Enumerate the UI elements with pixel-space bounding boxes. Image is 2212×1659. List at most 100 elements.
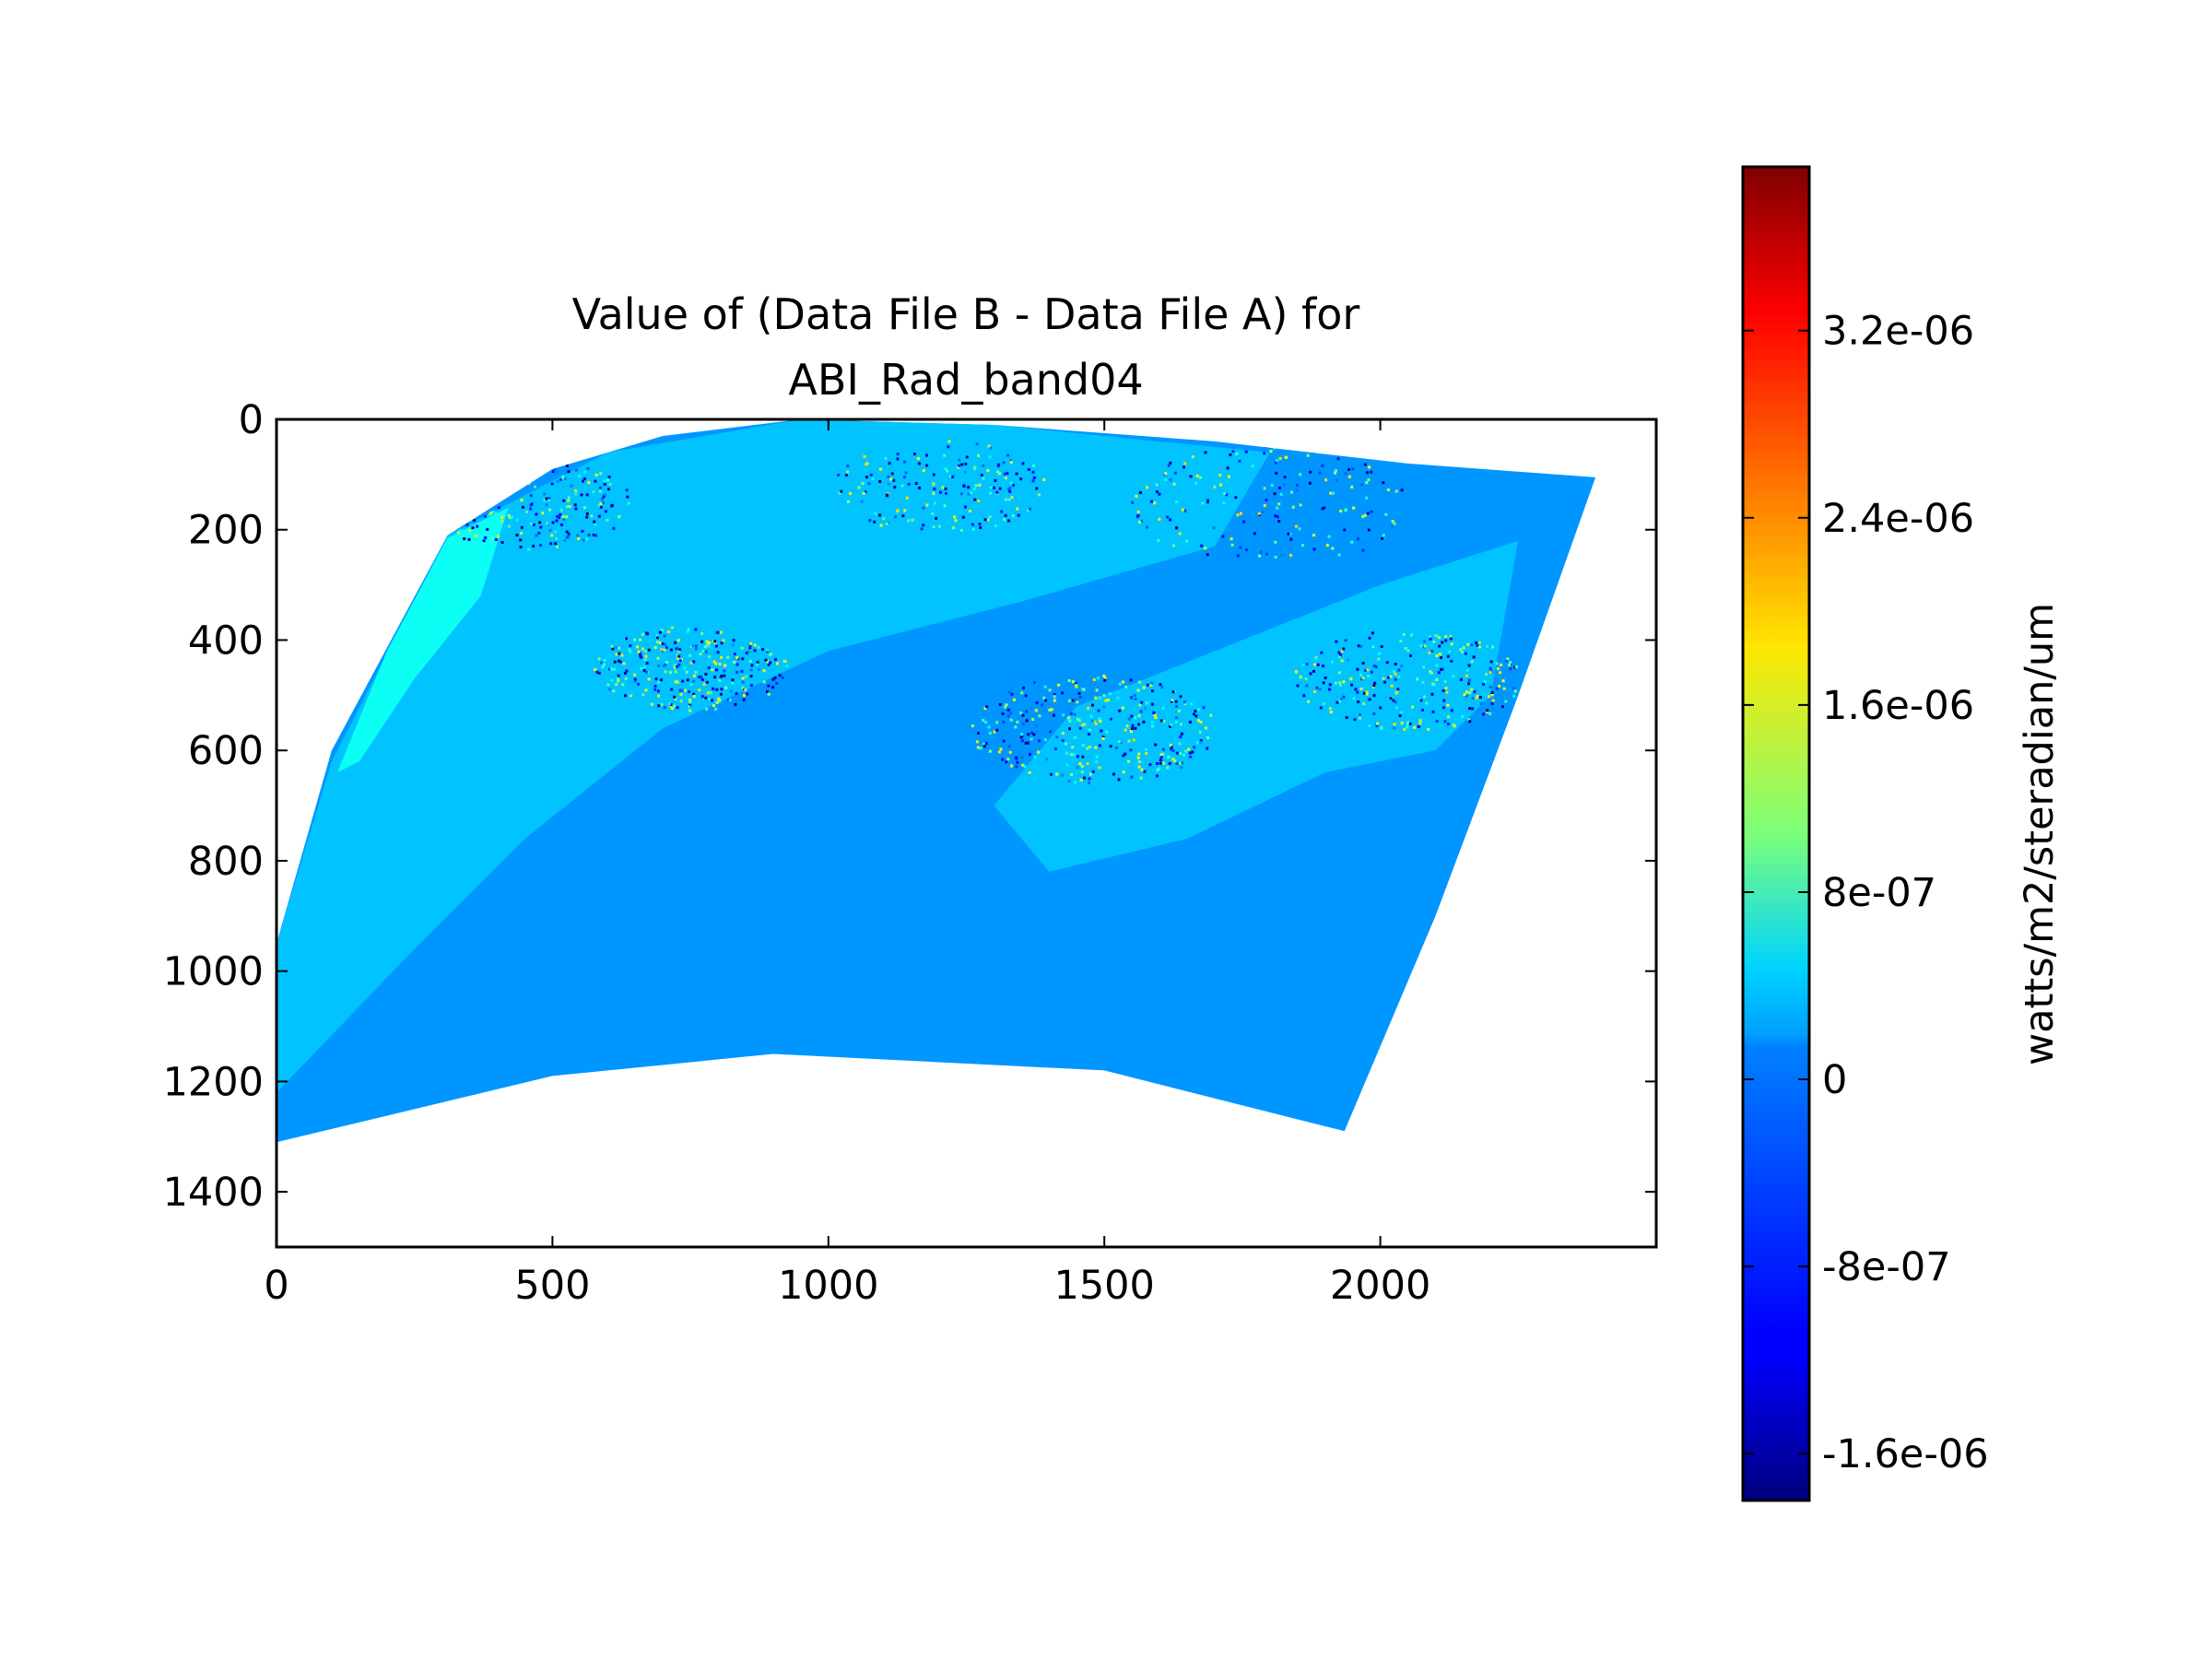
heatmap-cell (475, 534, 478, 537)
heatmap-cell (491, 486, 495, 489)
heatmap-cell (1021, 713, 1025, 717)
heatmap-cell (519, 538, 523, 542)
heatmap-cell (1423, 695, 1426, 699)
heatmap-cell (1397, 668, 1401, 672)
heatmap-cell (581, 530, 584, 533)
heatmap-cell (964, 505, 967, 509)
heatmap-cell (1167, 755, 1171, 759)
heatmap-cell (846, 470, 850, 474)
heatmap-cell (1009, 481, 1013, 485)
heatmap-cell (537, 532, 541, 535)
heatmap-cell (1315, 686, 1319, 689)
heatmap-cell (1482, 712, 1486, 716)
heatmap-cell (962, 485, 966, 488)
heatmap-cell (1372, 712, 1376, 715)
heatmap-cell (957, 465, 960, 469)
heatmap-cell (499, 476, 502, 479)
heatmap-cell (1467, 718, 1471, 722)
heatmap-cell (561, 477, 565, 480)
heatmap-cell (1450, 659, 1453, 663)
heatmap-cell (520, 467, 524, 471)
heatmap-cell (1434, 634, 1438, 637)
heatmap-cell (1345, 716, 1348, 719)
heatmap-cell (1193, 712, 1196, 716)
heatmap-cell (449, 480, 453, 484)
heatmap-cell (1170, 723, 1173, 726)
heatmap-cell (1142, 720, 1146, 724)
heatmap-cell (1365, 496, 1369, 500)
heatmap-cell (1471, 707, 1475, 711)
heatmap-cell (676, 653, 679, 657)
heatmap-cell (592, 534, 595, 536)
heatmap-cell (1500, 663, 1503, 666)
heatmap-cell (677, 639, 680, 642)
heatmap-cell (1376, 722, 1379, 725)
heatmap-cell (1071, 746, 1075, 749)
heatmap-cell (678, 648, 682, 652)
heatmap-cell (1045, 758, 1049, 761)
heatmap-cell (896, 509, 900, 512)
heatmap-cell (1164, 478, 1168, 482)
heatmap-cell (418, 500, 422, 504)
heatmap-cell (612, 689, 616, 693)
heatmap-cell (613, 660, 617, 664)
heatmap-cell (1282, 483, 1286, 487)
heatmap-cell (732, 639, 735, 642)
heatmap-cell (715, 688, 719, 691)
heatmap-cell (582, 477, 586, 481)
heatmap-cell (1129, 678, 1133, 682)
heatmap-cell (1495, 687, 1499, 690)
heatmap-cell (1299, 503, 1302, 507)
heatmap-cell (1134, 726, 1137, 730)
heatmap-cell (1442, 699, 1446, 702)
heatmap-cell (1419, 644, 1423, 648)
heatmap-cell (1276, 515, 1279, 519)
heatmap-cell (1513, 665, 1516, 669)
heatmap-cell (964, 470, 967, 474)
heatmap-cell (1159, 759, 1162, 761)
heatmap-cell (1514, 665, 1518, 669)
heatmap-cell (1223, 492, 1227, 496)
heatmap-cell (1331, 547, 1335, 550)
heatmap-cell (587, 481, 591, 485)
heatmap-cell (1032, 733, 1036, 736)
heatmap-cell (1027, 509, 1030, 512)
heatmap-cell (1189, 475, 1193, 478)
heatmap-cell (1074, 682, 1077, 686)
heatmap-cell (708, 697, 712, 700)
heatmap-cell (1340, 659, 1344, 663)
heatmap-cell (439, 523, 442, 526)
heatmap-cell (1372, 665, 1376, 667)
heatmap-cell (555, 519, 559, 523)
colorbar-label: watts/m2/steradian/um (2017, 603, 2063, 1065)
heatmap-cell (640, 666, 643, 670)
heatmap-cell (549, 542, 553, 546)
heatmap-cell (481, 483, 485, 487)
heatmap-cell (1109, 717, 1112, 721)
heatmap-cell (1371, 645, 1375, 649)
heatmap-cell (602, 495, 606, 499)
heatmap-cell (455, 521, 459, 524)
heatmap-cell (741, 686, 745, 689)
heatmap-cell (706, 691, 710, 695)
heatmap-cell (613, 667, 616, 671)
heatmap-cell (618, 652, 621, 655)
heatmap-cell (1473, 690, 1477, 694)
heatmap-cell (534, 485, 536, 488)
heatmap-cell (1365, 690, 1369, 694)
heatmap-cell (1170, 746, 1173, 749)
heatmap-cell (1000, 510, 1004, 513)
heatmap-cell (740, 669, 744, 673)
heatmap-cell (555, 470, 559, 474)
heatmap-cell (945, 491, 947, 495)
x-tick-label: 500 (514, 1263, 590, 1309)
heatmap-cell (1133, 693, 1136, 697)
heatmap-cell (508, 524, 512, 528)
heatmap-cell (1174, 700, 1178, 703)
heatmap-cell (453, 526, 456, 529)
heatmap-cell (970, 491, 973, 494)
heatmap-cell (1263, 487, 1266, 490)
heatmap-cell (470, 474, 474, 477)
heatmap-cell (1347, 467, 1351, 471)
heatmap-cell (1159, 761, 1162, 765)
